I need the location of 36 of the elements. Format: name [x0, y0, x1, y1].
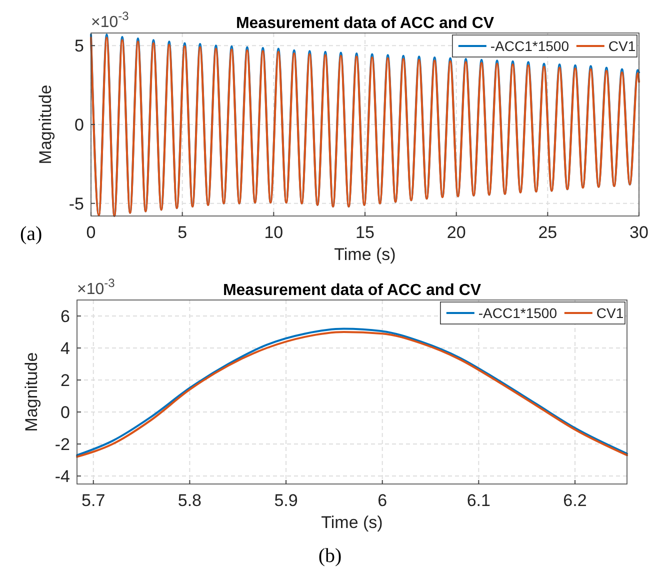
legend-label: CV1: [608, 38, 636, 54]
y-tick-label: -4: [54, 467, 70, 486]
x-tick-label: 10: [264, 223, 284, 242]
y-tick-label: 0: [74, 116, 84, 134]
x-tick-label: 30: [630, 223, 648, 242]
text: (b): [318, 545, 342, 567]
x-tick-label: 25: [538, 223, 558, 242]
y-tick-label: 4: [60, 339, 70, 358]
y-axis-title: Magnitude: [22, 352, 41, 432]
text: (a): [20, 223, 42, 245]
x-tick-label: 20: [446, 223, 466, 242]
y-tick-label: 5: [74, 36, 84, 56]
y-tick-label: -2: [54, 435, 70, 454]
x-tick-label: 6.1: [466, 491, 490, 510]
chart-title: Measurement data of ACC and CV: [236, 15, 494, 32]
legend-label: -ACC1*1500: [490, 38, 570, 54]
x-tick-label: 5.8: [178, 491, 202, 510]
chart-title: Measurement data of ACC and CV: [222, 282, 482, 299]
x-tick-label: 5.7: [82, 491, 106, 510]
text: ×10$^{-3}$: [77, 276, 116, 298]
y-tick-label: 6: [60, 307, 70, 326]
legend-label: -ACC1*1500: [478, 305, 558, 321]
y-tick-label: -5: [68, 194, 84, 214]
x-tick-label: 6: [378, 491, 388, 510]
x-tick-label: 5: [178, 223, 188, 242]
x-tick-label: 0: [86, 223, 96, 242]
x-tick-label: 6.2: [563, 491, 587, 510]
text: ×10$^{-3}$: [91, 9, 130, 31]
y-tick-label: 2: [60, 371, 70, 390]
x-axis-title: Time (s): [334, 245, 396, 264]
legend-label: CV1: [596, 305, 624, 321]
y-axis-title: Magnitude: [36, 84, 55, 164]
x-tick-label: 5.9: [274, 491, 298, 510]
x-axis-title: Time (s): [321, 513, 383, 532]
x-tick-label: 15: [356, 223, 374, 242]
y-tick-label: 0: [60, 403, 70, 422]
